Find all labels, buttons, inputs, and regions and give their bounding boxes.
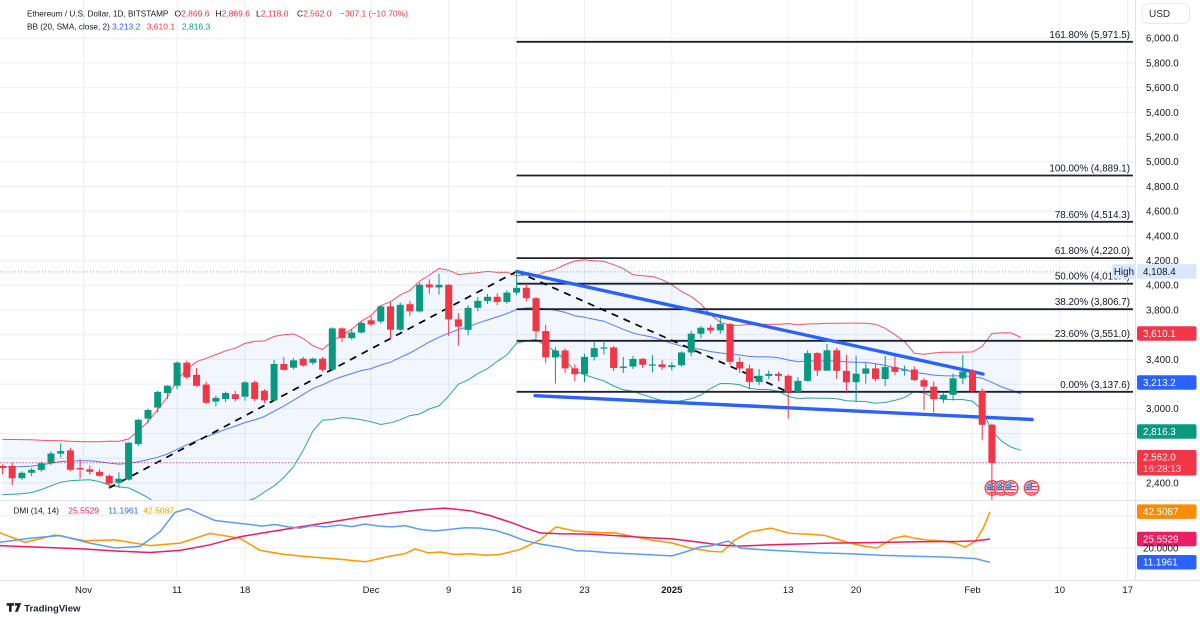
svg-text:Dec: Dec [363,585,380,596]
svg-text:4,600.0: 4,600.0 [1146,207,1179,218]
svg-text:High: High [1114,267,1134,278]
svg-text:USD: USD [1149,9,1170,20]
svg-text:23.60% (3,551.0): 23.60% (3,551.0) [1055,329,1130,340]
svg-text:18: 18 [240,585,251,596]
svg-text:20.0000: 20.0000 [1143,543,1179,554]
svg-text:23: 23 [579,585,590,596]
svg-text:5,600.0: 5,600.0 [1146,83,1179,94]
svg-text:2,816.3: 2,816.3 [1143,427,1176,438]
svg-text:2,400.0: 2,400.0 [1146,478,1179,489]
svg-text:4,800.0: 4,800.0 [1146,182,1179,193]
svg-text:9: 9 [446,585,451,596]
svg-text:20: 20 [851,585,862,596]
svg-text:4,000.0: 4,000.0 [1146,281,1179,292]
svg-text:5,200.0: 5,200.0 [1146,133,1179,144]
svg-text:3,610.1: 3,610.1 [1143,329,1176,340]
svg-text:11.1961: 11.1961 [1143,558,1178,569]
svg-text:16: 16 [511,585,522,596]
svg-text:4,400.0: 4,400.0 [1146,231,1179,242]
svg-text:TradingView: TradingView [24,603,81,614]
svg-text:13: 13 [783,585,794,596]
svg-text:Nov: Nov [75,585,92,596]
svg-text:78.60% (4,514.3): 78.60% (4,514.3) [1055,210,1130,221]
svg-text:6,000.0: 6,000.0 [1146,34,1179,45]
svg-text:5,000.0: 5,000.0 [1146,157,1179,168]
svg-text:Ethereum / U.S. Dollar, 1D, BI: Ethereum / U.S. Dollar, 1D, BITSTAMP O2,8… [27,8,408,18]
svg-text:4,108.4: 4,108.4 [1143,267,1176,278]
svg-text:38.20% (3,806.7): 38.20% (3,806.7) [1055,297,1130,308]
svg-text:3,213.2: 3,213.2 [1143,378,1176,389]
svg-text:25.5529: 25.5529 [1143,534,1178,545]
svg-text:3,400.0: 3,400.0 [1146,355,1179,366]
svg-text:3,800.0: 3,800.0 [1146,305,1179,316]
svg-text:5,800.0: 5,800.0 [1146,58,1179,69]
svg-text:17: 17 [1122,585,1133,596]
svg-text:100.00% (4,889.1): 100.00% (4,889.1) [1049,164,1130,175]
svg-text:16:28:13: 16:28:13 [1143,464,1182,475]
svg-text:BB (20, SMA, close, 2)3,213.23: BB (20, SMA, close, 2) 3,213.2 3,610.1 2,81… [27,22,211,32]
svg-text:42.5087: 42.5087 [1143,507,1178,518]
svg-text:2025: 2025 [661,585,683,596]
svg-text:3,000.0: 3,000.0 [1146,404,1179,415]
svg-text:10: 10 [1055,585,1066,596]
svg-text:4,200.0: 4,200.0 [1146,256,1179,267]
svg-text:5,400.0: 5,400.0 [1146,108,1179,119]
svg-text:2,562.0: 2,562.0 [1143,453,1176,464]
svg-text:50.00% (4,013.4): 50.00% (4,013.4) [1055,272,1130,283]
svg-text:61.80% (4,220.0): 61.80% (4,220.0) [1055,246,1130,257]
svg-text:11: 11 [172,585,182,596]
svg-text:161.80% (5,971.5): 161.80% (5,971.5) [1049,30,1130,41]
svg-text:Feb: Feb [964,585,980,596]
svg-text:0.00% (3,137.6): 0.00% (3,137.6) [1060,380,1130,391]
